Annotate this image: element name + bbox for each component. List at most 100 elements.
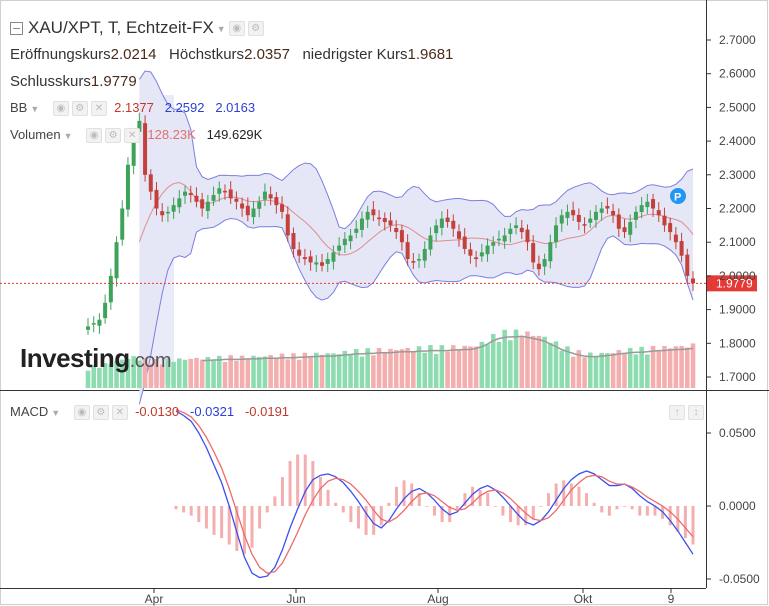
close-label: Schlusskurs [10, 73, 91, 90]
price-tick-label: 1.8000 [719, 336, 756, 350]
macd-histogram-bar [349, 506, 353, 523]
volume-bar [256, 356, 262, 388]
volume-bar [405, 347, 410, 388]
candle-body [125, 164, 130, 210]
volume-bar [279, 353, 285, 388]
pin-marker[interactable] [670, 188, 686, 204]
volume-bar [645, 354, 650, 388]
macd-line [175, 410, 694, 579]
macd-histogram-bar [212, 506, 216, 535]
candle-body [645, 201, 650, 208]
volume-bar [216, 355, 222, 388]
candle-body [114, 242, 119, 279]
volume-bar [245, 358, 251, 388]
macd-tick-label: -0.0500 [719, 572, 760, 586]
candle-body [308, 256, 313, 263]
candle-body [268, 194, 273, 199]
macd-histogram-bar [638, 506, 642, 516]
eye-icon[interactable]: ◉ [52, 101, 69, 117]
macd-histogram-bar [547, 493, 551, 506]
arrow-up-icon[interactable]: ↑ [669, 405, 685, 421]
candle-body [633, 211, 638, 220]
price-tick-label: 1.9000 [719, 303, 756, 317]
volume-bar [667, 348, 673, 388]
volume-bar [468, 346, 473, 388]
macd-histogram-bar [645, 506, 649, 516]
macd-histogram-bar [433, 506, 436, 516]
volume-bar [85, 370, 91, 388]
close-icon[interactable]: ✕ [90, 101, 107, 117]
volume-bar [496, 341, 502, 388]
gear-icon[interactable]: ⚙ [92, 405, 109, 421]
macd-histogram-bar [197, 506, 201, 523]
macd-histogram-bar [615, 506, 619, 510]
volume-bar [211, 360, 216, 388]
macd-label[interactable]: MACD [10, 404, 49, 419]
macd-histogram-bar [554, 483, 558, 506]
time-axis[interactable]: Apr Jun Aug Okt 9 [145, 588, 675, 606]
chevron-down-icon[interactable]: ▼ [30, 103, 40, 114]
candle-body [222, 190, 227, 193]
volume-bar [416, 346, 422, 388]
eye-icon[interactable]: ◉ [73, 405, 90, 421]
macd-histogram [174, 454, 695, 555]
candle-body [639, 205, 644, 212]
maximize-icon[interactable]: ↕ [688, 405, 704, 421]
candle-body [171, 205, 176, 212]
volume-bar [342, 350, 348, 388]
candle-body [177, 198, 182, 208]
price-tick-label: 2.2000 [719, 202, 756, 216]
volume-ma-value: 128.23K [147, 127, 196, 142]
volume-bar [353, 348, 359, 388]
gear-icon[interactable]: ⚙ [247, 21, 264, 37]
eye-icon[interactable]: ◉ [228, 21, 245, 37]
volume-bar [593, 356, 599, 388]
chevron-down-icon[interactable]: ▼ [51, 407, 61, 418]
macd-histogram-bar [296, 454, 300, 506]
price-tick-label: 2.0000 [719, 269, 756, 283]
volume-bar [576, 350, 582, 388]
volume-bar [348, 355, 353, 388]
chevron-down-icon[interactable]: ▼ [63, 130, 73, 141]
time-tick-label: Jun [286, 592, 305, 606]
candle-body [86, 326, 90, 330]
volume-bar [662, 346, 667, 388]
volume-bar [291, 353, 296, 388]
candle-body [148, 174, 153, 192]
bb-label[interactable]: BB [10, 100, 28, 115]
macd-histogram-bar [402, 480, 406, 506]
price-axis[interactable]: 2.7000 2.6000 2.5000 2.4000 2.3000 2.2000 2.10… [706, 33, 756, 384]
macd-histogram-bar [478, 489, 482, 506]
close-row: Schlusskurs1.9779 [10, 73, 137, 90]
volume-bar [508, 340, 513, 388]
collapse-icon[interactable] [10, 22, 23, 36]
chevron-down-icon[interactable]: ▼ [216, 23, 226, 34]
volume-bar [371, 355, 376, 388]
candle-body [531, 243, 536, 263]
candle-body [685, 254, 690, 276]
volume-label[interactable]: Volumen [10, 127, 61, 142]
eye-icon[interactable]: ◉ [86, 128, 103, 144]
gear-icon[interactable]: ⚙ [71, 101, 88, 117]
high-value: 2.0357 [244, 46, 290, 63]
candle-body [491, 242, 496, 246]
candle-body [200, 199, 205, 209]
candle-body [348, 235, 353, 242]
candle-body [593, 211, 598, 220]
gear-icon[interactable]: ⚙ [105, 128, 122, 144]
close-icon[interactable]: ✕ [124, 128, 141, 144]
volume-bar [319, 354, 325, 388]
volume-bar [182, 359, 188, 388]
time-tick-label: 9 [668, 592, 675, 606]
volume-bar [479, 341, 485, 388]
candle-body [456, 231, 461, 239]
volume-bar [639, 346, 644, 388]
candle-body [217, 188, 222, 194]
low-label: niedrigster Kurs [302, 46, 408, 63]
macd-axis[interactable]: 0.0500 0.0000 -0.0500 [706, 426, 760, 586]
candle-body [131, 134, 136, 166]
macd-histogram-bar [204, 506, 208, 529]
close-icon[interactable]: ✕ [111, 405, 128, 421]
